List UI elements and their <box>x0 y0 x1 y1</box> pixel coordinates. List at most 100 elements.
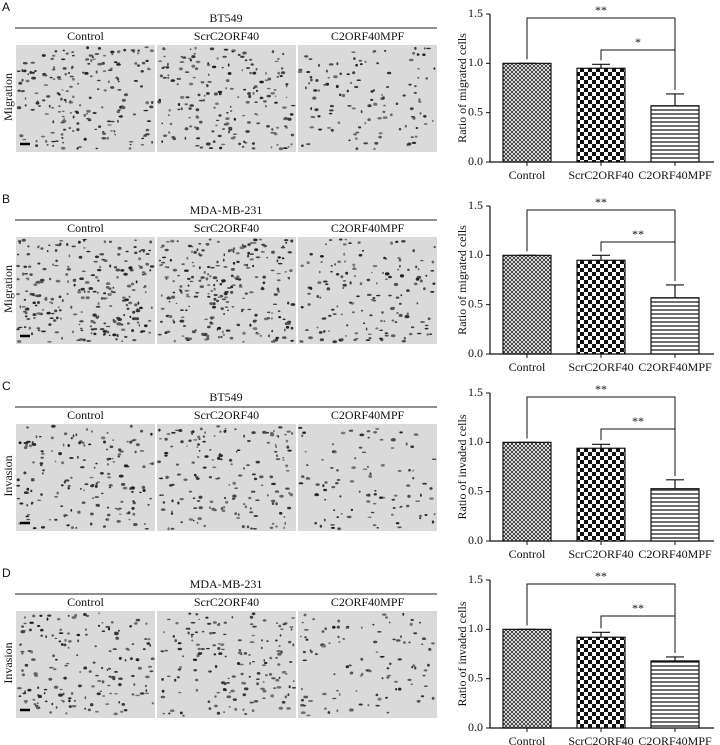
cell <box>282 147 288 150</box>
cell <box>351 51 356 53</box>
cell <box>259 80 264 84</box>
cell <box>431 696 435 700</box>
cell <box>253 477 258 481</box>
cell <box>78 104 82 107</box>
cell <box>164 454 168 457</box>
cell <box>22 138 27 141</box>
cell <box>95 462 98 465</box>
micrograph <box>16 237 155 344</box>
cell <box>232 494 237 498</box>
cell <box>101 492 104 495</box>
cell <box>216 57 219 60</box>
cell <box>314 653 318 656</box>
cell <box>207 284 211 286</box>
cell <box>292 680 295 682</box>
error-bar <box>666 656 684 661</box>
cell <box>148 320 152 322</box>
cell <box>346 324 349 327</box>
cell <box>291 432 294 435</box>
cell <box>16 70 21 72</box>
cell <box>167 618 171 621</box>
cell <box>334 263 336 266</box>
cell <box>354 457 357 460</box>
cell <box>414 135 418 138</box>
cell <box>231 284 236 287</box>
cell <box>275 657 278 659</box>
cell <box>133 79 138 82</box>
cell <box>340 431 346 435</box>
cell <box>349 480 355 483</box>
cell <box>377 117 382 120</box>
cell <box>403 336 406 340</box>
cell <box>102 54 107 57</box>
cell <box>136 64 141 67</box>
cell <box>54 50 58 53</box>
cell <box>237 278 242 281</box>
cell <box>45 635 48 639</box>
cell <box>190 621 196 624</box>
cell <box>429 333 432 336</box>
cell <box>417 268 420 271</box>
cell <box>143 109 149 112</box>
cell <box>212 140 216 144</box>
cell <box>289 113 294 116</box>
cell <box>232 698 237 701</box>
cell <box>375 651 379 653</box>
cell <box>278 676 281 679</box>
cell <box>406 289 410 292</box>
cell <box>107 69 113 71</box>
cell <box>24 616 26 619</box>
cell <box>411 666 414 669</box>
cell <box>212 276 218 280</box>
cell <box>191 639 194 642</box>
cell <box>285 325 290 329</box>
cell <box>266 494 269 497</box>
cell-line-title: BT549 <box>209 11 242 25</box>
cell <box>54 460 57 463</box>
cell <box>339 72 343 76</box>
cell <box>216 260 219 264</box>
cell <box>385 257 388 260</box>
cell <box>303 613 307 617</box>
cell <box>219 283 223 286</box>
cell <box>398 258 402 262</box>
cell <box>314 522 318 525</box>
cell <box>166 476 170 478</box>
cell <box>359 63 363 66</box>
cell <box>415 500 421 502</box>
cell <box>325 243 327 246</box>
cell <box>96 692 101 696</box>
cell <box>166 296 171 300</box>
cell <box>310 78 313 82</box>
cell <box>230 110 233 112</box>
cell <box>179 61 185 63</box>
cell <box>248 94 252 99</box>
cell <box>141 137 145 140</box>
cell <box>379 496 383 499</box>
cell <box>394 680 398 683</box>
cell <box>170 527 175 530</box>
cell <box>185 96 190 99</box>
cell <box>426 47 431 50</box>
cell <box>126 307 130 310</box>
cell <box>390 307 395 311</box>
cell <box>359 433 365 437</box>
cell <box>180 107 183 111</box>
cell <box>221 279 226 283</box>
cell <box>378 132 383 135</box>
cell <box>274 60 279 63</box>
cell <box>410 445 415 449</box>
cell <box>53 66 55 69</box>
cell <box>31 479 35 482</box>
cell <box>106 463 109 466</box>
cell <box>256 122 261 125</box>
cell <box>249 701 254 704</box>
cell <box>227 287 232 289</box>
cell <box>102 695 106 697</box>
cell <box>402 612 405 616</box>
cell <box>262 430 267 434</box>
cell <box>302 431 306 434</box>
cell <box>182 325 187 327</box>
cell <box>170 295 176 299</box>
cell <box>354 85 359 89</box>
